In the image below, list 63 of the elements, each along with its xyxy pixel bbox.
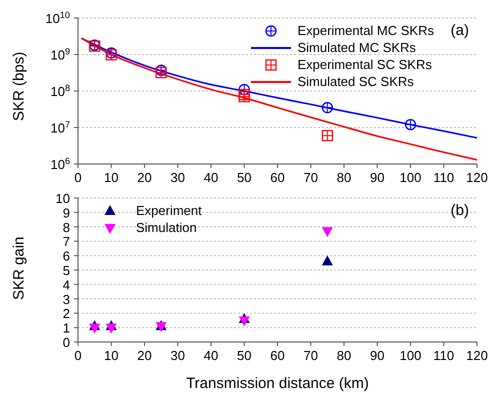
y-tick-label: 10$^{8}$ [50,83,70,99]
x-tick-label: 100 [400,170,422,185]
point [238,88,250,100]
legend-label: Simulation [136,220,197,235]
y-tick-label: 0 [62,335,70,350]
x-axis-title: Transmission distance (km) [186,375,369,392]
point [238,84,250,96]
y-tick-label: 10$^{10}$ [45,10,70,26]
annotation: (b) [450,202,469,219]
point [322,130,333,142]
y-tick-label: 6 [62,248,70,264]
x-tick-label: 110 [433,348,454,363]
x-tick-label: 90 [370,170,384,185]
x-tick-label: 40 [204,348,218,363]
y-tick-label: 5 [62,263,70,278]
x-tick-label: 50 [237,170,252,185]
y-tick-label: 2 [62,306,70,322]
y-tick-label: 10$^{7}$ [50,120,70,136]
point [155,64,167,76]
legend-label: Simulated MC SKRs [297,40,416,55]
point [238,316,250,326]
x-tick-label: 100 [400,348,422,363]
y-tick-label: 4 [62,277,70,292]
point [156,66,167,78]
x-tick-label: 60 [270,348,285,363]
annotation: (a) [450,22,469,39]
x-tick-label: 70 [304,170,318,185]
x-tick-label: 80 [336,170,352,185]
x-tick-label: 10 [104,348,118,363]
y-axis-title: SKR (bps) [10,52,28,121]
x-tick-label: 0 [74,170,82,185]
legend-label: Simulated SC SKRs [297,74,414,89]
x-tick-label: 30 [170,348,185,363]
x-tick-label: 30 [170,170,185,185]
x-tick-label: 20 [137,348,152,363]
legend-label: Experiment [136,203,202,218]
x-tick-label: 80 [336,348,352,363]
x-tick-label: 60 [270,170,285,185]
x-tick-label: 110 [433,170,454,185]
y-tick-label: 1 [62,320,70,336]
y-tick-label: 9 [62,205,70,220]
point [322,227,333,238]
line-series [80,37,477,161]
x-tick-label: 90 [370,348,384,363]
line-series [80,37,477,139]
x-tick-label: 120 [466,170,488,185]
y-axis-title: SKR gain [10,236,28,300]
y-tick-label: 7 [62,234,70,250]
legend-label: Experimental MC SKRs [297,23,434,38]
x-tick-label: 0 [74,348,82,363]
x-tick-label: 50 [237,348,252,363]
x-tick-label: 10 [104,170,118,185]
y-tick-label: 10$^{6}$ [50,156,70,172]
y-tick-label: 8 [62,220,70,235]
x-tick-label: 70 [304,348,318,363]
y-tick-label: 10 [56,191,70,206]
x-tick-label: 20 [137,170,152,185]
y-tick-label: 10$^{9}$ [50,46,70,62]
x-tick-label: 120 [466,348,488,363]
legend-label: Experimental SC SKRs [297,57,432,72]
x-tick-label: 40 [204,170,218,185]
point [322,102,334,114]
y-tick-label: 3 [62,292,70,307]
